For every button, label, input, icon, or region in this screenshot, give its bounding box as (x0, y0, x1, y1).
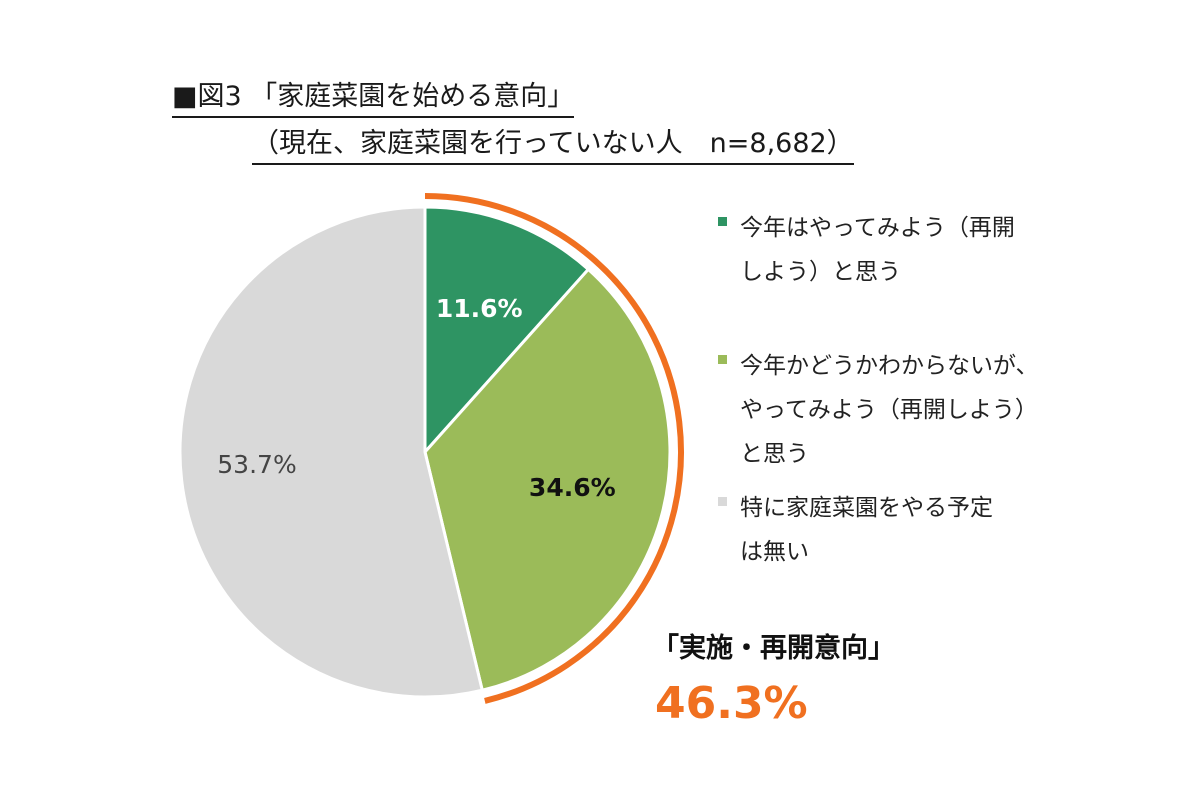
pie-slice-no-plan (178, 205, 484, 699)
legend-swatch (718, 355, 727, 364)
chart-subtitle: （現在、家庭菜園を行っていない人 n=8,682） (252, 127, 854, 165)
legend-label: 今年はやってみよう（再開 しよう）と思う (740, 215, 1015, 285)
chart-title: ■図3 「家庭菜園を始める意向」 (172, 80, 575, 118)
pie-label-want-to-try: 34.6% (529, 473, 616, 502)
intention-total-value: 46.3% (655, 678, 808, 729)
chart-title-text: ■図3 「家庭菜園を始める意向」 (172, 80, 575, 118)
pie-slice-try-this-year (423, 205, 590, 454)
pie-slice-want-to-try (423, 267, 672, 692)
intention-highlight-arc (424, 193, 684, 704)
legend-label: 特に家庭菜園をやる予定 は無い (740, 495, 993, 565)
intention-total-label: 「実施・再開意向」 (652, 633, 895, 664)
pie-label-no-plan: 53.7% (217, 450, 296, 479)
pie-label-try-this-year: 11.6% (436, 294, 523, 323)
legend-swatch (718, 217, 727, 226)
chart-subtitle-text: （現在、家庭菜園を行っていない人 n=8,682） (252, 127, 854, 165)
legend-label: 今年かどうかわからないが、 やってみよう（再開しよう） と思う (740, 353, 1039, 467)
legend-swatch (718, 497, 727, 506)
